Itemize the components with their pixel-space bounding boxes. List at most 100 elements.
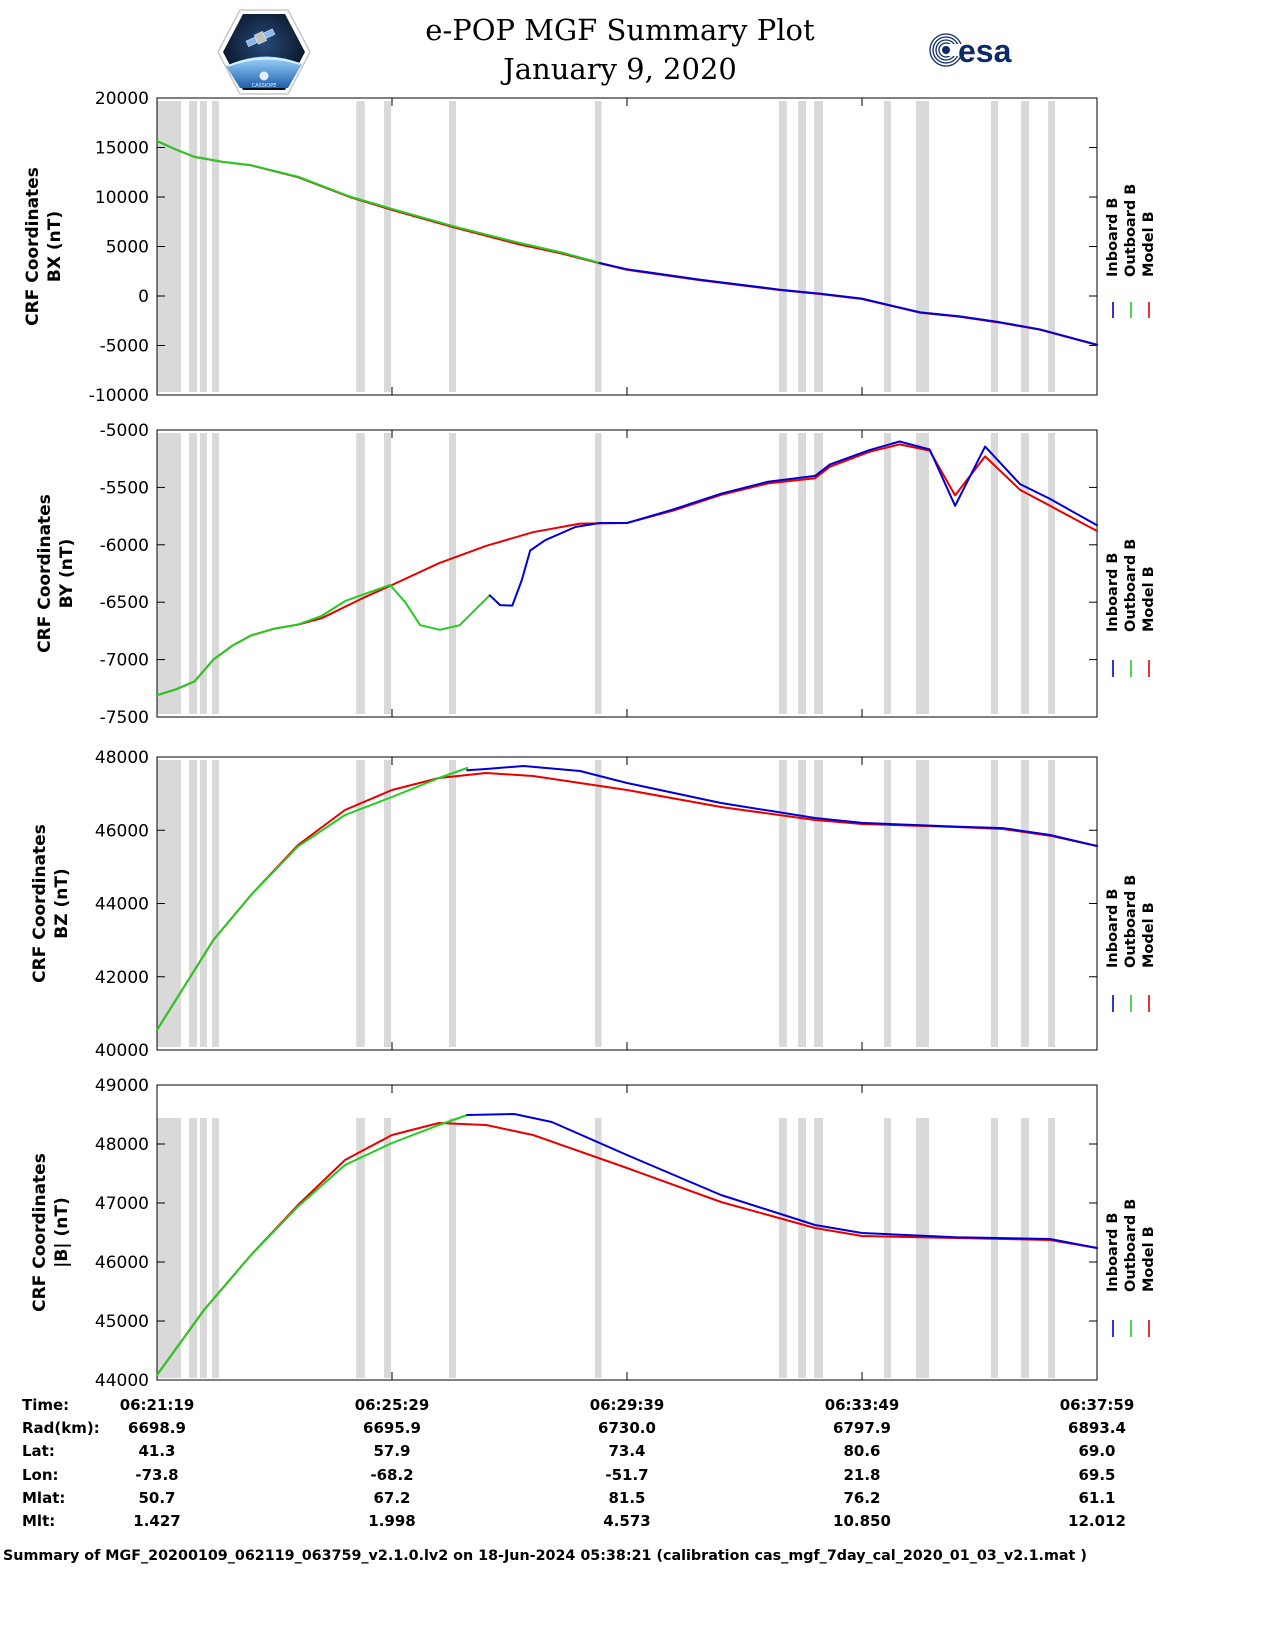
y-tick-label: 46000 — [95, 821, 149, 841]
legend-label-model: Model B — [1141, 1226, 1157, 1292]
data-gap-band — [189, 760, 197, 1047]
legend-label-outboard: Outboard B — [1123, 875, 1139, 968]
legend-label-model: Model B — [1141, 566, 1157, 632]
data-gap-band — [1048, 1118, 1055, 1378]
table-cell: 06:29:39 — [589, 1396, 665, 1414]
table-cell: 76.2 — [843, 1489, 881, 1507]
series-outboard-bz — [156, 767, 469, 1031]
data-gap-band — [916, 1118, 930, 1378]
data-gap-band — [814, 760, 823, 1047]
y-tick-label: 48000 — [95, 748, 149, 768]
data-gap-band — [779, 101, 787, 392]
y-axis-label-system: CRF Coordinates — [35, 494, 55, 653]
data-gap-band — [189, 433, 197, 714]
plot-frame — [156, 97, 1098, 396]
plot-frame — [156, 1084, 1098, 1381]
y-tick-label: -7500 — [100, 708, 149, 728]
series-model-by — [156, 443, 1098, 697]
data-gap-band — [212, 760, 220, 1047]
data-gap-band — [212, 101, 220, 392]
legend-label-outboard: Outboard B — [1123, 184, 1139, 277]
y-axis-label-component: BY (nT) — [57, 539, 77, 609]
data-gap-band — [1020, 1118, 1029, 1378]
y-tick-label: -5000 — [100, 421, 149, 441]
legend-label-outboard: Outboard B — [1123, 539, 1139, 632]
table-cell: 6730.0 — [598, 1419, 656, 1437]
data-gap-band — [595, 433, 602, 714]
data-gap-band — [884, 101, 892, 392]
data-gap-band — [356, 760, 365, 1047]
data-gap-band — [449, 433, 456, 714]
table-cell: 80.6 — [843, 1442, 881, 1460]
table-cell: 61.1 — [1078, 1489, 1116, 1507]
data-gap-band — [814, 433, 823, 714]
table-row-label: Rad(km): — [22, 1419, 100, 1437]
plot-date: January 9, 2020 — [503, 52, 737, 86]
data-gap-band — [779, 760, 787, 1047]
data-gap-band — [157, 1118, 181, 1378]
data-gap-band — [916, 760, 930, 1047]
data-gap-band — [990, 760, 998, 1047]
table-cell: 67.2 — [373, 1489, 411, 1507]
data-gap-band — [1048, 433, 1055, 714]
table-row-label: Time: — [22, 1396, 70, 1414]
data-gap-band — [212, 1118, 220, 1378]
panel-by: -7500 -7000 -6500 -6000 -5500 -5000 CRF Coordi… — [35, 421, 1157, 728]
esa-lettering: esa — [958, 33, 1012, 69]
table-cell: 50.7 — [138, 1489, 176, 1507]
table-row-label: Lat: — [22, 1442, 55, 1460]
data-gap-band — [884, 433, 892, 714]
panel-bx: -10000 -5000 0 5000 10000 15000 20000 CRF Coord… — [23, 89, 1157, 406]
y-axis-label-component: |B| (nT) — [52, 1197, 72, 1268]
table-cell: -73.8 — [135, 1466, 179, 1484]
data-gap-band — [356, 433, 365, 714]
table-cell: 57.9 — [373, 1442, 411, 1460]
plot-frame — [156, 429, 1098, 718]
y-tick-label: 44000 — [95, 895, 149, 915]
y-axis-label-component: BX (nT) — [45, 211, 65, 282]
data-gap-band — [798, 101, 806, 392]
table-cell: 21.8 — [843, 1466, 881, 1484]
data-gap-band — [814, 1118, 823, 1378]
y-tick-label: 10000 — [95, 188, 149, 208]
y-tick-label: 45000 — [95, 1312, 149, 1332]
data-gap-band — [384, 101, 392, 392]
legend-label-outboard: Outboard B — [1123, 1199, 1139, 1292]
series-outboard-bx — [156, 140, 601, 264]
legend-label-inboard: Inboard B — [1105, 553, 1121, 632]
table-cell: 41.3 — [138, 1442, 176, 1460]
y-tick-label: -10000 — [89, 386, 149, 406]
panel-bmag: 44000 45000 46000 47000 48000 49000 CRF Coordi… — [30, 1076, 1157, 1391]
y-tick-label: -6500 — [100, 593, 149, 613]
table-cell: 69.0 — [1078, 1442, 1116, 1460]
table-cell: 12.012 — [1068, 1512, 1126, 1530]
table-cell: 4.573 — [603, 1512, 651, 1530]
data-gap-band — [595, 760, 602, 1047]
data-gap-band — [449, 1118, 456, 1378]
table-cell: 1.998 — [368, 1512, 416, 1530]
legend-label-inboard: Inboard B — [1105, 198, 1121, 277]
data-gap-band — [916, 433, 930, 714]
data-gap-band — [449, 760, 456, 1047]
data-gap-band — [384, 433, 392, 714]
data-gap-band — [1020, 760, 1029, 1047]
series-inboard-bmag — [466, 1113, 1098, 1249]
data-gap-band — [798, 433, 806, 714]
data-gap-band — [916, 101, 930, 392]
table-cell: 6698.9 — [128, 1419, 186, 1437]
table-cell: 6893.4 — [1068, 1419, 1126, 1437]
y-axis-label-component: BZ (nT) — [52, 868, 72, 938]
legend-label-inboard: Inboard B — [1105, 1213, 1121, 1292]
y-tick-label: 48000 — [95, 1135, 149, 1155]
panel-bz: 40000 42000 44000 46000 48000 CRF Coordinates… — [30, 748, 1157, 1061]
data-gap-band — [189, 101, 197, 392]
y-tick-label: -7000 — [100, 651, 149, 671]
data-gap-band — [1048, 760, 1055, 1047]
y-tick-label: -5000 — [100, 337, 149, 357]
data-gap-band — [212, 433, 220, 714]
data-gap-band — [384, 1118, 392, 1378]
data-gap-band — [384, 760, 392, 1047]
y-tick-label: 49000 — [95, 1076, 149, 1096]
data-gap-band — [200, 433, 207, 714]
table-cell: -68.2 — [370, 1466, 414, 1484]
